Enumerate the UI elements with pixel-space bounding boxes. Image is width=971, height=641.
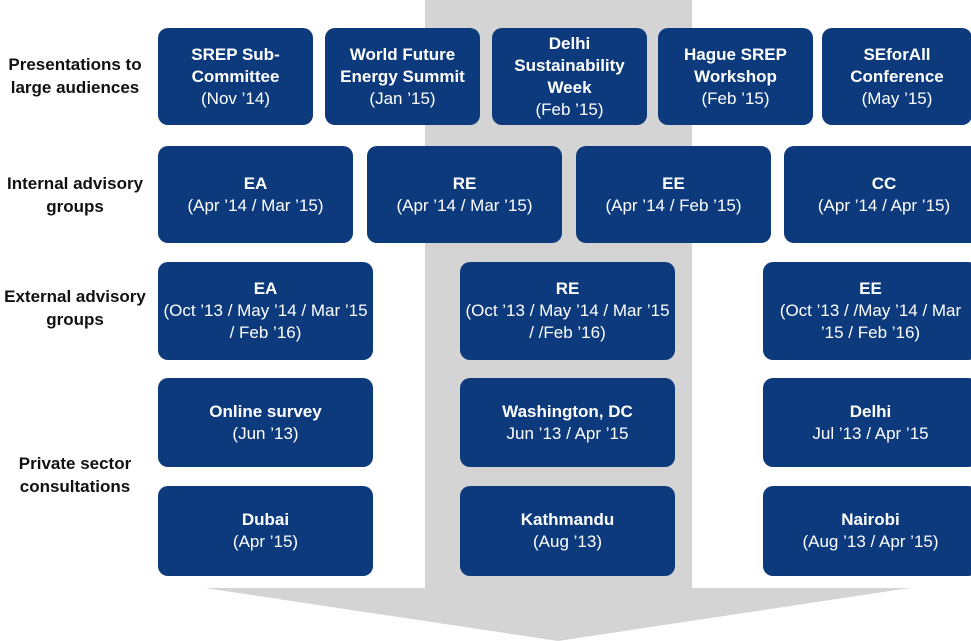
event-box: EA (Apr ’14 / Mar ’15) [158,146,353,243]
event-title: World Future Energy Summit [340,44,465,86]
event-title: Nairobi [841,510,900,529]
event-title: Dubai [241,510,290,529]
event-box: Dubai (Apr ’15) [158,486,373,576]
event-box: CC (Apr ’14 / Apr ’15) [784,146,971,243]
event-title: Washington, DC [502,401,633,421]
row-label: Internal advisory groups [6,174,144,216]
event-box: Online survey (Jun ’13) [158,378,373,467]
row-label: Presentations to large audiences [8,55,142,97]
event-box: Delhi Jul ’13 / Apr ’15 [763,378,971,467]
event-date: (Aug ’13) [533,532,602,551]
event-date: (Apr ’14 / Mar ’15) [396,195,533,215]
event-date: (Feb ’15) [535,99,604,119]
event-title: SEforAll Conference [850,44,944,86]
event-box: EE (Oct ’13 / /May ’14 / Mar ’15 / Feb ’1… [763,262,971,360]
event-title: CC [871,173,897,193]
event-date: (Oct ’13 / /May ’14 / Mar ’15 / Feb ’16) [779,301,962,342]
event-title: Delhi [849,401,892,421]
event-title: RE [555,279,580,298]
event-title: Kathmandu [520,510,615,529]
event-date: (Feb ’15) [701,88,770,108]
event-box: EE (Apr ’14 / Feb ’15) [576,146,771,243]
event-box: SREP Sub-Committee (Nov ’14) [158,28,313,125]
event-date: (May ’15) [861,88,933,108]
event-date: Jul ’13 / Apr ’15 [812,423,929,443]
event-date: (Oct ’13 / May ’14 / Mar ’15 / Feb ’16) [163,301,368,342]
event-title: EA [253,279,278,298]
event-box: RE (Oct ’13 / May ’14 / Mar ’15 / /Feb ’1… [460,262,675,360]
event-title: SREP Sub-Committee [191,44,280,86]
event-date: (Nov ’14) [201,88,270,108]
event-box: SEforAll Conference (May ’15) [822,28,971,125]
event-box: Delhi Sustainability Week (Feb ’15) [492,28,647,125]
event-box: Nairobi (Aug ’13 / Apr ’15) [763,486,971,576]
event-box: Kathmandu (Aug ’13) [460,486,675,576]
event-date: (Aug ’13 / Apr ’15) [802,532,939,551]
event-title: Delhi Sustainability Week [514,33,625,97]
event-title: Hague SREP Workshop [684,44,787,86]
event-title: RE [452,173,477,193]
row-label: External advisory groups [4,287,146,329]
event-date: (Oct ’13 / May ’14 / Mar ’15 / /Feb ’16) [465,301,670,342]
event-date: (Apr ’14 / Apr ’15) [817,195,951,215]
event-title: EA [243,173,268,193]
event-title: EE [859,279,882,298]
event-date: (Apr ’14 / Feb ’15) [605,195,742,215]
event-box: World Future Energy Summit (Jan ’15) [325,28,480,125]
event-date: (Jan ’15) [369,88,436,108]
event-box: RE (Apr ’14 / Mar ’15) [367,146,562,243]
event-title: Online survey [209,401,322,421]
event-date: (Jun ’13) [232,423,299,443]
event-box: Hague SREP Workshop (Feb ’15) [658,28,813,125]
event-date: Jun ’13 / Apr ’15 [506,423,629,443]
event-box: EA (Oct ’13 / May ’14 / Mar ’15 / Feb ’16… [158,262,373,360]
event-date: (Apr ’14 / Mar ’15) [187,195,324,215]
event-title: EE [662,173,685,193]
event-box: Washington, DC Jun ’13 / Apr ’15 [460,378,675,467]
event-date: (Apr ’15) [232,532,299,551]
row-label: Private sector consultations [18,454,132,496]
